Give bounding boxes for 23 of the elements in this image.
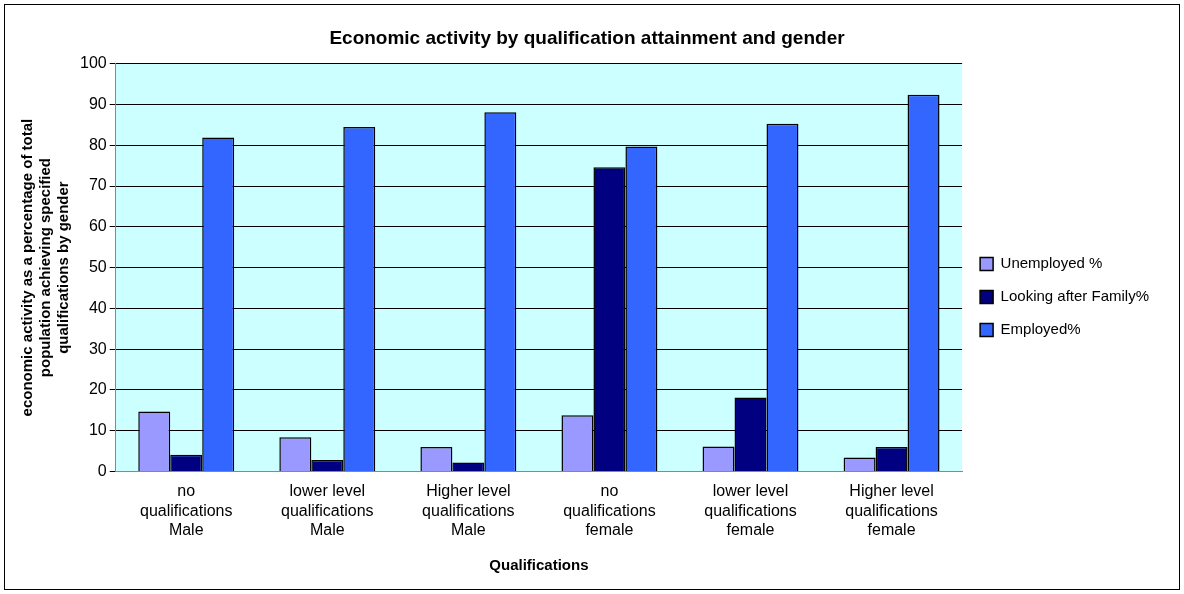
x-axis-title: Qualifications	[489, 556, 589, 574]
y-tick-label: 50	[88, 258, 107, 276]
legend-label: Employed%	[1000, 320, 1081, 338]
y-tick-label: 40	[88, 298, 107, 316]
y-tick-label: 20	[88, 380, 107, 398]
x-tick-label: no qualifications female	[563, 482, 656, 538]
y-tick-label: 10	[88, 421, 107, 439]
y-tick-label: 70	[88, 176, 107, 194]
x-tick-label: lower level qualifications female	[704, 482, 797, 538]
x-tick-label: Higher level qualifications female	[845, 482, 938, 538]
y-tick-label: 0	[97, 461, 107, 479]
x-tick-label: lower level qualifications Male	[281, 482, 374, 538]
y-axis-title: economic activity as a percentage of total population achieving specified qualifications by gender	[18, 118, 72, 417]
legend-label: Looking after Family%	[1000, 287, 1150, 305]
y-tick-label: 90	[88, 94, 107, 112]
x-tick-label: no qualifications Male	[139, 482, 233, 538]
legend-label: Unemployed %	[1000, 254, 1103, 272]
y-tick-label: 60	[88, 217, 107, 235]
y-tick-label: 80	[88, 135, 107, 153]
y-tick-label: 100	[79, 54, 107, 72]
chart-title: Economic activity by qualification attainment and gender	[329, 26, 846, 48]
x-tick-label: Higher level qualifications Male	[422, 482, 515, 538]
y-tick-label: 30	[88, 339, 107, 357]
